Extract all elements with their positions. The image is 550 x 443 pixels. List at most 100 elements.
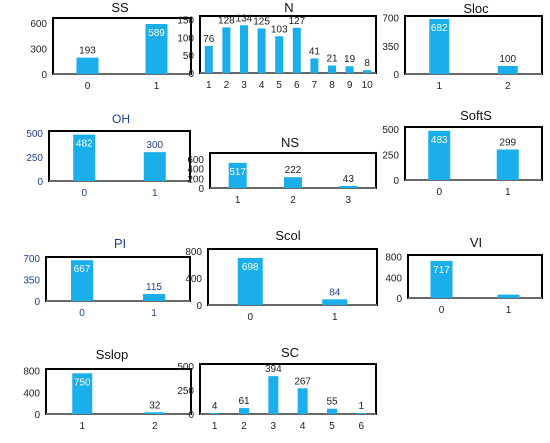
- chart-sslop: Sslop 0 400 800 750 1 32 2: [23, 347, 192, 432]
- bar-ns-1: [228, 162, 247, 188]
- data-label-ss-0: 193: [79, 46, 96, 57]
- bar-vi-0: [430, 260, 453, 298]
- bar-scol-1: [322, 299, 348, 305]
- x-tick-label: 1: [206, 80, 212, 91]
- y-tick-label: 400: [187, 165, 204, 176]
- chart-ss: SS 0 300 600 193 0 589 1: [30, 0, 192, 92]
- x-tick-label: 1: [152, 188, 158, 199]
- data-label-n-2: 128: [218, 15, 235, 26]
- data-label-oh-0: 482: [76, 139, 93, 150]
- y-tick-label: 800: [185, 247, 202, 258]
- x-tick-label: 1: [436, 81, 442, 92]
- x-tick-label: 4: [259, 80, 265, 91]
- bar-n-4: [257, 28, 266, 73]
- x-tick-label: 1: [79, 421, 85, 432]
- chart-frame-softs: [404, 126, 543, 181]
- bar-sslop-1: [72, 373, 93, 414]
- x-tick-label: 1: [332, 312, 338, 323]
- y-tick-label: 200: [187, 174, 204, 185]
- x-tick-label: 0: [436, 187, 442, 198]
- data-label-ss-1: 589: [148, 28, 165, 39]
- chart-n: N050100150761128213431254103512764172181…: [177, 0, 377, 91]
- chart-frame-pi: [45, 256, 191, 302]
- chart-title-ss: SS: [111, 0, 129, 15]
- data-label-pi-1: 115: [146, 282, 162, 293]
- y-tick-label: 100: [177, 33, 194, 44]
- bar-oh-0: [73, 134, 96, 181]
- bar-ns-2: [284, 177, 302, 188]
- chart-title-sc: SC: [281, 345, 299, 360]
- y-tick-label: 0: [396, 294, 402, 305]
- bar-scol-0: [237, 257, 263, 305]
- data-label-n-1: 76: [203, 34, 215, 45]
- x-tick-label: 1: [212, 421, 218, 432]
- y-tick-label: 400: [185, 274, 202, 285]
- chart-frame-sslop: [45, 368, 192, 415]
- chart-frame-sloc: [404, 15, 543, 75]
- y-tick-label: 400: [385, 273, 402, 284]
- y-tick-label: 250: [26, 153, 43, 164]
- chart-title-softs: SoftS: [460, 108, 492, 123]
- chart-frame-sc: [199, 363, 377, 415]
- chart-pi: PI 0 350 700 667 0 115 1: [23, 236, 191, 319]
- bar-sc-3: [268, 376, 279, 414]
- bar-ss-0: [76, 57, 99, 74]
- x-tick-label: 2: [290, 195, 296, 206]
- y-tick-label: 700: [23, 254, 40, 265]
- data-label-sc-1: 4: [212, 401, 218, 412]
- data-label-n-7: 41: [309, 46, 321, 57]
- chart-title-ns: NS: [281, 135, 299, 150]
- x-tick-label: 0: [79, 308, 85, 319]
- data-label-sloc-2: 100: [499, 54, 516, 65]
- bar-n-6: [292, 27, 301, 74]
- chart-title-pi: PI: [114, 236, 126, 251]
- chart-sloc: Sloc 0 350 700 682 1 100 2: [382, 1, 543, 92]
- chart-scol: Scol 0 400 800 698 0 84 1: [185, 228, 378, 323]
- y-tick-label: 50: [183, 51, 195, 62]
- y-tick-label: 300: [30, 45, 47, 56]
- chart-vi: VI 0 400 800 717 0 1: [385, 235, 543, 316]
- y-tick-label: 250: [177, 386, 194, 397]
- data-label-scol-1: 84: [329, 287, 341, 298]
- bar-n-9: [345, 66, 354, 73]
- chart-frame-scol: [207, 248, 378, 306]
- chart-title-sloc: Sloc: [463, 1, 489, 16]
- y-tick-label: 350: [382, 42, 399, 53]
- bar-softs-0: [428, 130, 451, 180]
- y-tick-label: 800: [385, 253, 402, 264]
- x-tick-label: 8: [329, 80, 335, 91]
- bar-sc-2: [239, 408, 249, 414]
- data-label-ns-3: 43: [343, 174, 355, 185]
- y-tick-label: 400: [23, 388, 40, 399]
- data-label-sslop-2: 32: [149, 400, 161, 411]
- x-tick-label: 2: [241, 421, 247, 432]
- x-tick-label: 10: [362, 80, 374, 91]
- data-label-sc-6: 1: [359, 401, 365, 412]
- data-label-n-6: 127: [288, 16, 305, 27]
- bar-sc-5: [327, 408, 337, 414]
- data-label-sc-5: 55: [326, 397, 338, 408]
- y-tick-label: 800: [23, 367, 40, 378]
- bar-sloc-1: [429, 19, 450, 74]
- bar-pi-0: [71, 260, 93, 301]
- data-label-scol-0: 698: [242, 262, 259, 273]
- data-label-n-10: 8: [364, 58, 370, 69]
- y-tick-label: 0: [37, 177, 43, 188]
- bar-pi-1: [143, 293, 165, 301]
- chart-oh: OH 0 250 500 482 0 300 1: [26, 112, 191, 199]
- chart-frame-oh: [48, 130, 191, 182]
- data-label-sc-4: 267: [294, 376, 311, 387]
- x-tick-label: 4: [300, 421, 306, 432]
- chart-title-n: N: [284, 0, 293, 15]
- x-tick-label: 6: [294, 80, 300, 91]
- bar-n-5: [275, 36, 284, 73]
- chart-title-vi: VI: [470, 235, 482, 250]
- x-tick-label: 0: [439, 305, 445, 316]
- chart-title-oh: OH: [112, 112, 130, 126]
- bar-n-10: [363, 70, 372, 73]
- x-tick-label: 9: [347, 80, 353, 91]
- bar-sslop-2: [144, 412, 165, 414]
- y-tick-label: 0: [198, 184, 204, 195]
- y-tick-label: 0: [393, 70, 399, 81]
